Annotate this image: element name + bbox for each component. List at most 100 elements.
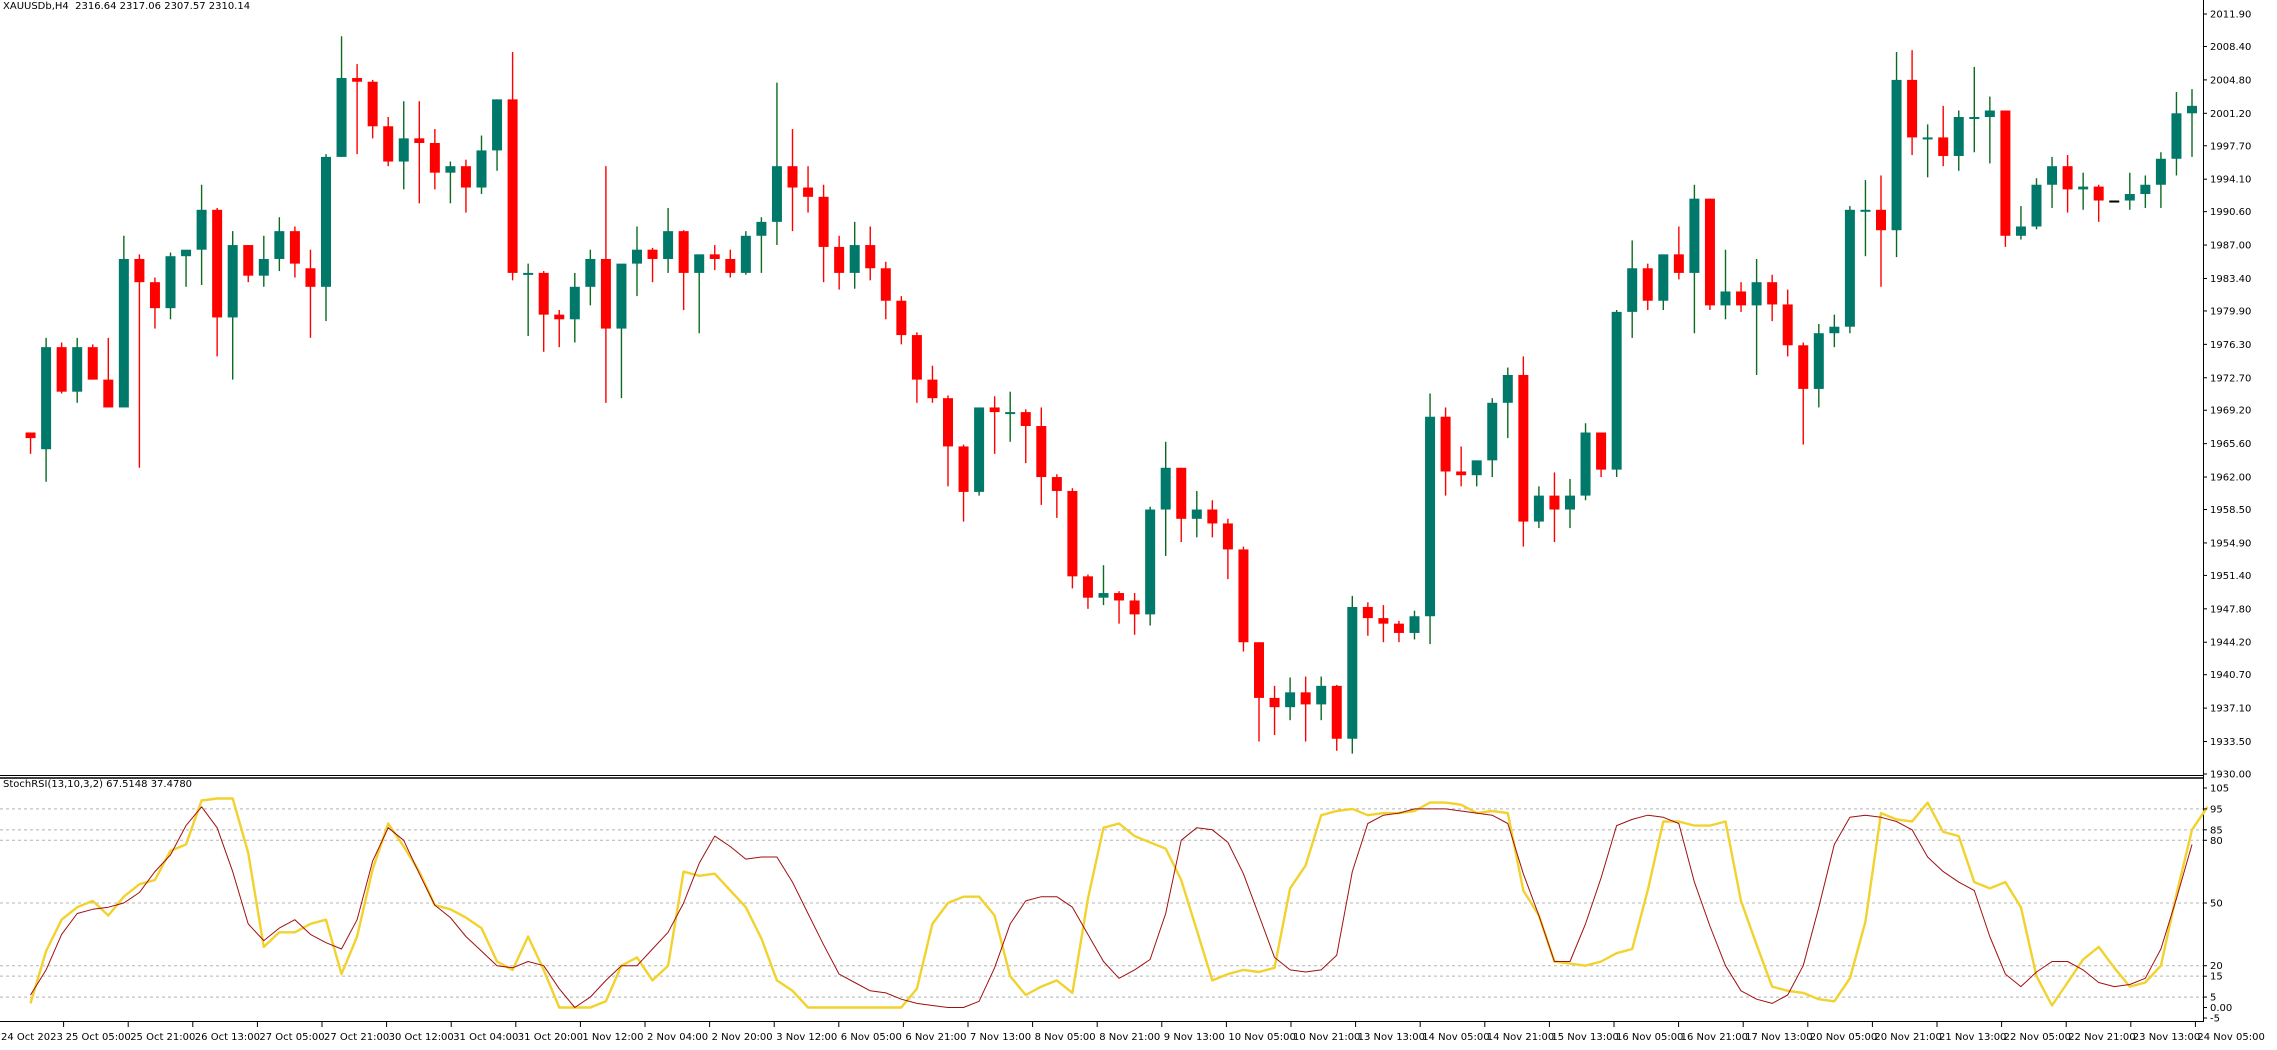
candle[interactable] [2124, 172, 2135, 210]
candle[interactable] [243, 245, 254, 283]
candle[interactable] [1160, 441, 1171, 556]
candle[interactable] [1673, 226, 1684, 280]
candle[interactable] [1518, 356, 1529, 547]
candle[interactable] [1191, 490, 1202, 538]
candle[interactable] [834, 235, 845, 290]
candle[interactable] [1907, 50, 1918, 156]
candle[interactable] [1114, 591, 1125, 624]
indicator-panel[interactable] [0, 797, 2209, 1009]
candle[interactable] [1813, 323, 1824, 408]
candle[interactable] [414, 101, 425, 204]
candle[interactable] [181, 249, 192, 287]
candle[interactable] [911, 332, 922, 403]
candle[interactable] [1409, 610, 1420, 640]
candle[interactable] [1969, 66, 1980, 153]
candle[interactable] [787, 129, 798, 232]
candle[interactable] [134, 254, 145, 468]
candle[interactable] [2047, 156, 2058, 208]
candle[interactable] [1860, 180, 1871, 257]
candle[interactable] [1316, 676, 1327, 721]
candle[interactable] [445, 161, 456, 204]
candle[interactable] [1782, 289, 1793, 357]
candle[interactable] [1098, 565, 1109, 606]
candle[interactable] [865, 226, 876, 281]
candle[interactable] [771, 82, 782, 246]
candle[interactable] [2015, 206, 2026, 240]
candle[interactable] [1285, 677, 1296, 721]
candle[interactable] [165, 252, 176, 320]
candle[interactable] [678, 230, 689, 311]
candle[interactable] [1658, 254, 1669, 311]
candle[interactable] [1829, 314, 1840, 348]
candle[interactable] [1751, 258, 1762, 375]
candle[interactable] [87, 344, 98, 380]
candle[interactable] [507, 52, 518, 281]
candle[interactable] [196, 184, 207, 285]
candle[interactable] [818, 184, 829, 283]
candle[interactable] [1767, 274, 1778, 322]
candle[interactable] [1051, 474, 1062, 518]
candle[interactable] [694, 254, 705, 334]
candle[interactable] [1269, 685, 1280, 736]
candle[interactable] [2078, 172, 2089, 210]
price-axis[interactable]: 2011.90 2008.40 2004.80 2001.20 1997.70 1994.… [2203, 0, 2251, 1022]
candle[interactable] [25, 432, 36, 454]
candle[interactable] [663, 207, 674, 273]
candle[interactable] [943, 395, 953, 487]
candle[interactable] [600, 166, 611, 403]
candle[interactable] [1331, 684, 1342, 751]
candle[interactable] [1036, 407, 1047, 505]
candle[interactable] [149, 277, 160, 329]
candle[interactable] [725, 249, 736, 278]
candle[interactable] [1502, 367, 1513, 439]
candle[interactable] [989, 396, 1000, 454]
candle[interactable] [1642, 263, 1653, 311]
candle[interactable] [2000, 110, 2011, 247]
candle[interactable] [2155, 152, 2166, 208]
price-panel[interactable] [25, 36, 2197, 754]
candle[interactable] [880, 261, 891, 320]
candle[interactable] [1953, 110, 1964, 171]
candle[interactable] [1067, 488, 1078, 589]
candle[interactable] [1082, 574, 1093, 609]
candle[interactable] [740, 231, 751, 275]
candle[interactable] [616, 263, 627, 399]
candle[interactable] [569, 272, 580, 343]
candle[interactable] [1005, 391, 1016, 442]
candle[interactable] [1393, 620, 1404, 643]
candle[interactable] [305, 249, 316, 338]
candle[interactable] [2093, 184, 2104, 222]
candle[interactable] [429, 129, 440, 190]
candle[interactable] [2171, 91, 2182, 176]
candle[interactable] [1020, 409, 1031, 464]
candle[interactable] [227, 231, 238, 380]
candle[interactable] [1798, 342, 1809, 445]
candle[interactable] [1596, 432, 1607, 478]
candle[interactable] [2187, 89, 2197, 157]
candle[interactable] [1300, 676, 1311, 742]
candle[interactable] [289, 226, 300, 278]
candle[interactable] [274, 217, 285, 272]
candle[interactable] [398, 101, 409, 190]
candle[interactable] [896, 296, 907, 345]
candle[interactable] [476, 135, 487, 195]
candle[interactable] [1565, 478, 1575, 529]
candle[interactable] [1627, 240, 1638, 338]
candle[interactable] [1425, 393, 1436, 645]
candle[interactable] [1362, 602, 1373, 636]
candle[interactable] [1176, 467, 1187, 543]
candle[interactable] [2109, 200, 2120, 203]
candle[interactable] [554, 310, 565, 348]
candle[interactable] [2062, 155, 2073, 213]
candle[interactable] [1378, 605, 1389, 643]
candle[interactable] [352, 64, 363, 155]
candle[interactable] [321, 154, 331, 322]
candle[interactable] [1938, 105, 1949, 167]
candle[interactable] [1736, 282, 1747, 312]
candle[interactable] [212, 207, 223, 357]
candle[interactable] [1533, 486, 1544, 529]
candle[interactable] [1549, 472, 1560, 543]
candle[interactable] [632, 226, 642, 297]
candle[interactable] [709, 245, 720, 271]
candle[interactable] [974, 407, 985, 496]
